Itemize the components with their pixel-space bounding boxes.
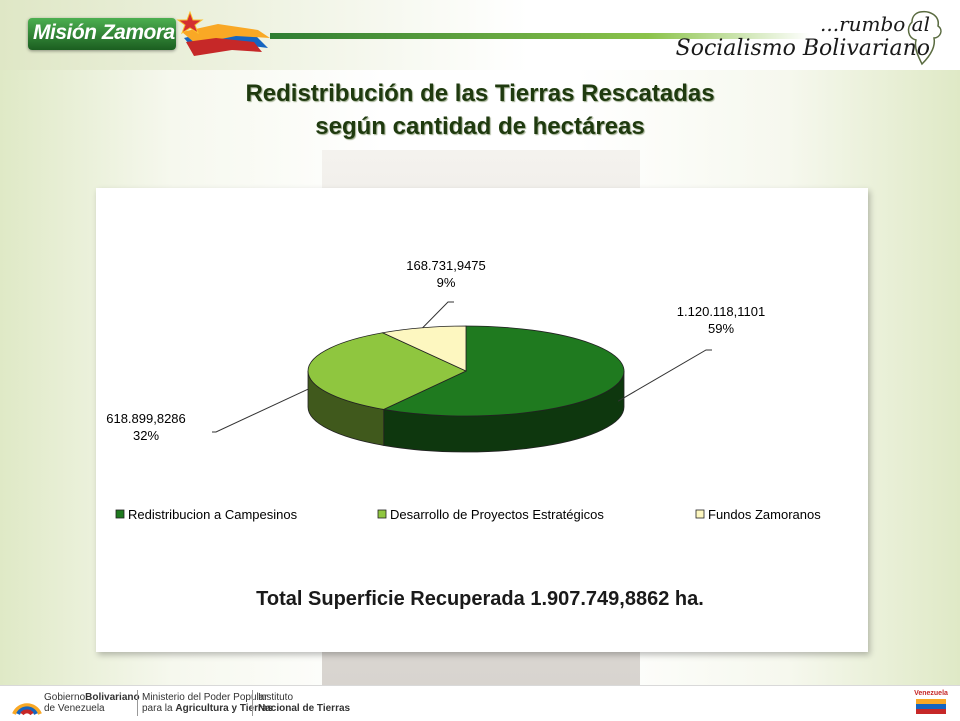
leader-line-2 <box>422 301 454 329</box>
footer-separator <box>137 690 138 716</box>
legend-swatch-1 <box>377 509 387 519</box>
legend-swatch-2 <box>695 509 705 519</box>
data-label-value-1: 618.899,8286 <box>106 411 186 426</box>
footer-min-2a: para la <box>142 703 176 714</box>
footer: GobiernoBolivariano de Venezuela Ministe… <box>0 685 960 721</box>
pie-slice-2 <box>381 325 467 372</box>
slide-title-line-2: según cantidad de hectáreas <box>315 113 645 140</box>
slogan: ...rumbo al Socialismo Bolivariano <box>676 12 930 61</box>
pie-slice-0 <box>382 325 625 417</box>
data-label-percent-0: 59% <box>708 321 734 336</box>
header-stripe <box>270 33 810 39</box>
leader-line-1 <box>212 388 309 433</box>
star-flag-emblem <box>176 10 270 56</box>
footer-inst-2: Nacional de Tierras <box>258 703 351 714</box>
bolivar-silhouette-icon <box>907 10 942 66</box>
legend-label-1: Desarrollo de Proyectos Estratégicos <box>390 507 604 522</box>
data-label-value-0: 1.120.118,1101 <box>677 304 765 319</box>
legend-label-2: Fundos Zamoranos <box>708 507 821 522</box>
data-label-percent-1: 32% <box>133 428 159 443</box>
footer-min-2b: Agricultura y Tierras <box>175 703 273 714</box>
footer-instituto: Instituto Nacional de Tierras <box>258 692 350 714</box>
data-label-value-2: 168.731,9475 <box>406 258 486 273</box>
footer-separator <box>252 690 253 716</box>
leader-line-0 <box>617 349 712 402</box>
pie-chart: 1.120.118,1101 59% 618.899,8286 32% 168.731,… <box>106 258 821 522</box>
footer-gob-1b: Bolivariano <box>85 692 140 703</box>
slogan-line-2: Socialismo Bolivariano <box>675 36 930 61</box>
venezuela-arc-icon <box>12 703 42 716</box>
pie-slice-1 <box>307 332 467 410</box>
venezuela-flag-logo: Venezuela <box>914 690 948 718</box>
footer-gob-2: de Venezuela <box>44 703 105 714</box>
total-surface-text: Total Superficie Recuperada 1.907.749,88… <box>256 588 704 610</box>
mision-zamora-logo <box>28 18 176 50</box>
logo-text: Misión Zamora <box>33 21 175 44</box>
data-label-percent-2: 9% <box>437 275 456 290</box>
footer-gob-1a: Gobierno <box>44 692 86 703</box>
legend-swatch-0 <box>115 509 125 519</box>
footer-min-1: Ministerio del Poder Popular <box>142 692 268 703</box>
footer-ministerio: Ministerio del Poder Popular para la Agr… <box>142 692 273 714</box>
slogan-line-1: ...rumbo al <box>820 12 930 36</box>
footer-gobierno: GobiernoBolivariano de Venezuela <box>44 692 140 714</box>
legend-label-0: Redistribucion a Campesinos <box>128 507 298 522</box>
footer-inst-1: Instituto <box>258 692 294 703</box>
venezuela-flag-text: Venezuela <box>914 690 948 697</box>
slide-title-line-1: Redistribución de las Tierras Rescatadas <box>245 80 715 107</box>
